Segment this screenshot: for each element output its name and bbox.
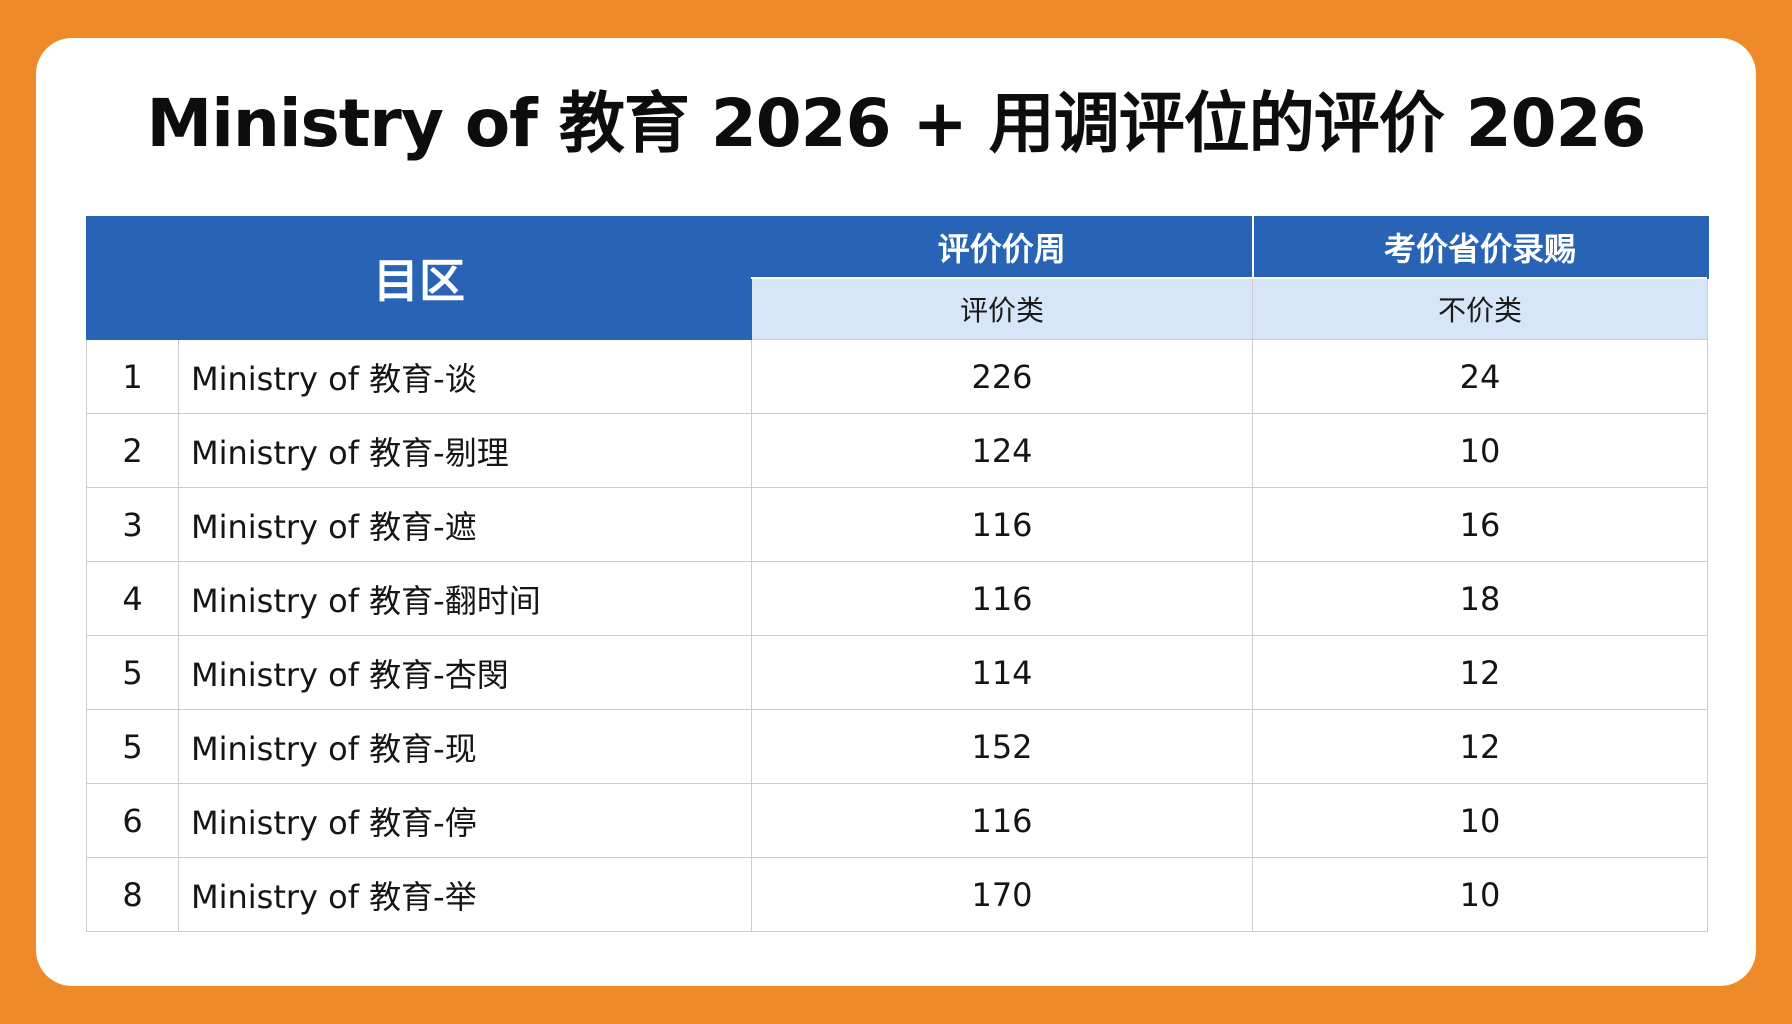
row-name: Ministry of 教育-举 [178, 857, 752, 932]
row-number: 2 [86, 413, 179, 488]
row-value-2: 10 [1252, 857, 1708, 932]
table-row: 5 Ministry of 教育-现 152 12 [86, 709, 1708, 784]
row-value-2: 18 [1252, 561, 1708, 636]
row-number: 6 [86, 783, 179, 858]
row-value-1: 170 [751, 857, 1253, 932]
row-name: Ministry of 教育-停 [178, 783, 752, 858]
header-region: 目区 [86, 216, 752, 340]
row-value-2: 12 [1252, 709, 1708, 784]
header-subgroup-2: 不价类 [1252, 277, 1708, 340]
row-value-2: 10 [1252, 413, 1708, 488]
table-row: 5 Ministry of 教育-杏閔 114 12 [86, 635, 1708, 710]
row-number: 5 [86, 709, 179, 784]
table-row: 2 Ministry of 教育-剔理 124 10 [86, 413, 1708, 488]
row-name: Ministry of 教育-剔理 [178, 413, 752, 488]
row-value-1: 152 [751, 709, 1253, 784]
row-value-1: 226 [751, 339, 1253, 414]
row-name: Ministry of 教育-杏閔 [178, 635, 752, 710]
row-name: Ministry of 教育-谈 [178, 339, 752, 414]
row-value-1: 114 [751, 635, 1253, 710]
ranking-table: 目区 评价价周 考价省价录赐 评价类 不价类 1 Ministry of 教育-… [86, 216, 1709, 932]
row-number: 8 [86, 857, 179, 932]
header-group-1: 评价价周 [751, 216, 1254, 279]
row-number: 3 [86, 487, 179, 562]
row-name: Ministry of 教育-遮 [178, 487, 752, 562]
table-row: 4 Ministry of 教育-翻时间 116 18 [86, 561, 1708, 636]
header-subgroup-1: 评价类 [751, 277, 1253, 340]
row-value-1: 116 [751, 783, 1253, 858]
row-value-2: 12 [1252, 635, 1708, 710]
table-row: 1 Ministry of 教育-谈 226 24 [86, 339, 1708, 414]
table-row: 6 Ministry of 教育-停 116 10 [86, 783, 1708, 858]
header-group-2: 考价省价录赐 [1252, 216, 1709, 279]
row-value-2: 10 [1252, 783, 1708, 858]
row-number: 5 [86, 635, 179, 710]
row-value-2: 16 [1252, 487, 1708, 562]
row-value-2: 24 [1252, 339, 1708, 414]
row-value-1: 124 [751, 413, 1253, 488]
row-name: Ministry of 教育-翻时间 [178, 561, 752, 636]
table-row: 8 Ministry of 教育-举 170 10 [86, 857, 1708, 932]
row-name: Ministry of 教育-现 [178, 709, 752, 784]
row-value-1: 116 [751, 561, 1253, 636]
row-value-1: 116 [751, 487, 1253, 562]
table-row: 3 Ministry of 教育-遮 116 16 [86, 487, 1708, 562]
row-number: 4 [86, 561, 179, 636]
page-title: Ministry of 教育 2026 + 用调评位的评价 2026 [146, 85, 1647, 162]
row-number: 1 [86, 339, 179, 414]
